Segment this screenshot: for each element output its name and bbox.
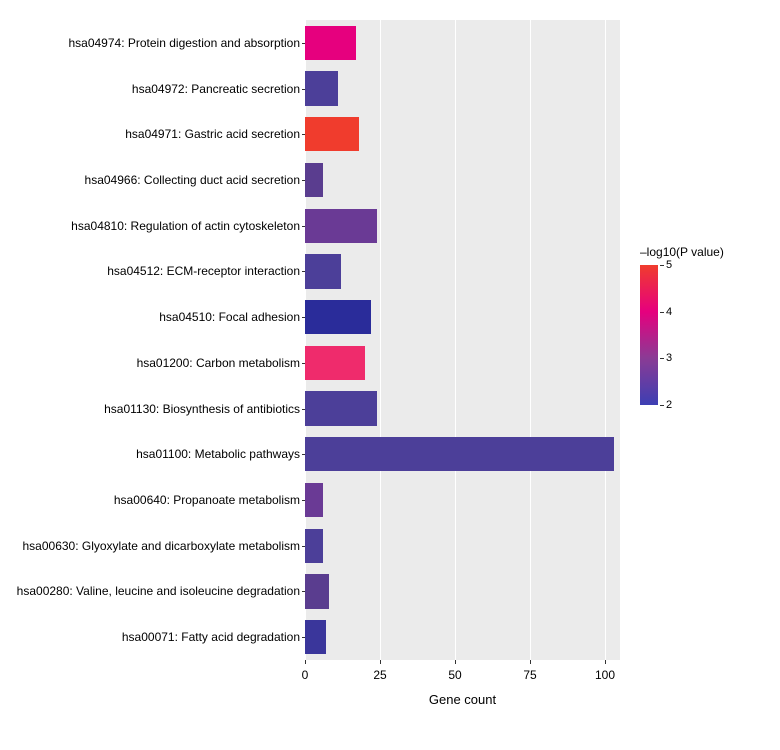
y-tick — [302, 317, 305, 318]
x-tick-label: 25 — [373, 668, 386, 682]
legend-colorbar: 2345 — [640, 265, 658, 405]
y-tick — [302, 134, 305, 135]
bar — [305, 437, 614, 471]
y-tick — [302, 363, 305, 364]
bar — [305, 483, 323, 517]
bar — [305, 529, 323, 563]
y-axis-label: hsa01200: Carbon metabolism — [137, 356, 300, 370]
y-axis-label: hsa04810: Regulation of actin cytoskelet… — [71, 219, 300, 233]
y-axis-label: hsa00630: Glyoxylate and dicarboxylate m… — [23, 539, 301, 553]
y-axis-label: hsa04974: Protein digestion and absorpti… — [68, 36, 300, 50]
x-tick — [305, 660, 306, 664]
legend-tick-label: 2 — [666, 399, 672, 411]
y-axis-label: hsa01130: Biosynthesis of antibiotics — [104, 402, 300, 416]
legend-tick — [660, 265, 664, 266]
y-axis-label: hsa04971: Gastric acid secretion — [125, 127, 300, 141]
y-tick — [302, 226, 305, 227]
legend-gradient — [640, 265, 658, 405]
x-tick — [530, 660, 531, 664]
y-axis-label: hsa01100: Metabolic pathways — [136, 447, 300, 461]
bar — [305, 117, 359, 151]
bar — [305, 163, 323, 197]
y-tick — [302, 637, 305, 638]
y-tick — [302, 546, 305, 547]
x-tick-label: 75 — [523, 668, 536, 682]
legend-tick-label: 3 — [666, 352, 672, 364]
legend-tick — [660, 358, 664, 359]
y-axis-label: hsa04972: Pancreatic secretion — [132, 82, 300, 96]
x-axis-title: Gene count — [305, 692, 620, 707]
y-axis-label: hsa04966: Collecting duct acid secretion — [85, 173, 300, 187]
y-axis-label: hsa00280: Valine, leucine and isoleucine… — [17, 584, 300, 598]
y-axis-label: hsa00640: Propanoate metabolism — [114, 493, 300, 507]
x-tick — [455, 660, 456, 664]
bar — [305, 209, 377, 243]
y-tick — [302, 409, 305, 410]
legend-tick-label: 4 — [666, 306, 672, 318]
chart-container: hsa04974: Protein digestion and absorpti… — [10, 20, 770, 730]
y-axis-label: hsa00071: Fatty acid degradation — [122, 630, 300, 644]
bar — [305, 620, 326, 654]
y-axis-label: hsa04510: Focal adhesion — [159, 310, 300, 324]
bar — [305, 574, 329, 608]
y-axis-label: hsa04512: ECM-receptor interaction — [107, 264, 300, 278]
bar — [305, 71, 338, 105]
color-legend: –log10(P value) 2345 — [640, 245, 760, 405]
x-tick-label: 100 — [595, 668, 615, 682]
legend-tick-label: 5 — [666, 259, 672, 271]
y-tick — [302, 454, 305, 455]
x-tick-label: 50 — [448, 668, 461, 682]
bar — [305, 391, 377, 425]
x-tick-label: 0 — [302, 668, 309, 682]
bar — [305, 300, 371, 334]
x-tick — [605, 660, 606, 664]
y-tick — [302, 591, 305, 592]
y-tick — [302, 180, 305, 181]
x-tick — [380, 660, 381, 664]
bar — [305, 254, 341, 288]
y-tick — [302, 271, 305, 272]
y-tick — [302, 89, 305, 90]
y-tick — [302, 43, 305, 44]
bar — [305, 26, 356, 60]
bars-layer — [305, 20, 620, 660]
y-tick — [302, 500, 305, 501]
legend-tick — [660, 312, 664, 313]
legend-tick — [660, 405, 664, 406]
bar — [305, 346, 365, 380]
legend-title: –log10(P value) — [640, 245, 760, 259]
y-axis-labels: hsa04974: Protein digestion and absorpti… — [10, 20, 300, 660]
